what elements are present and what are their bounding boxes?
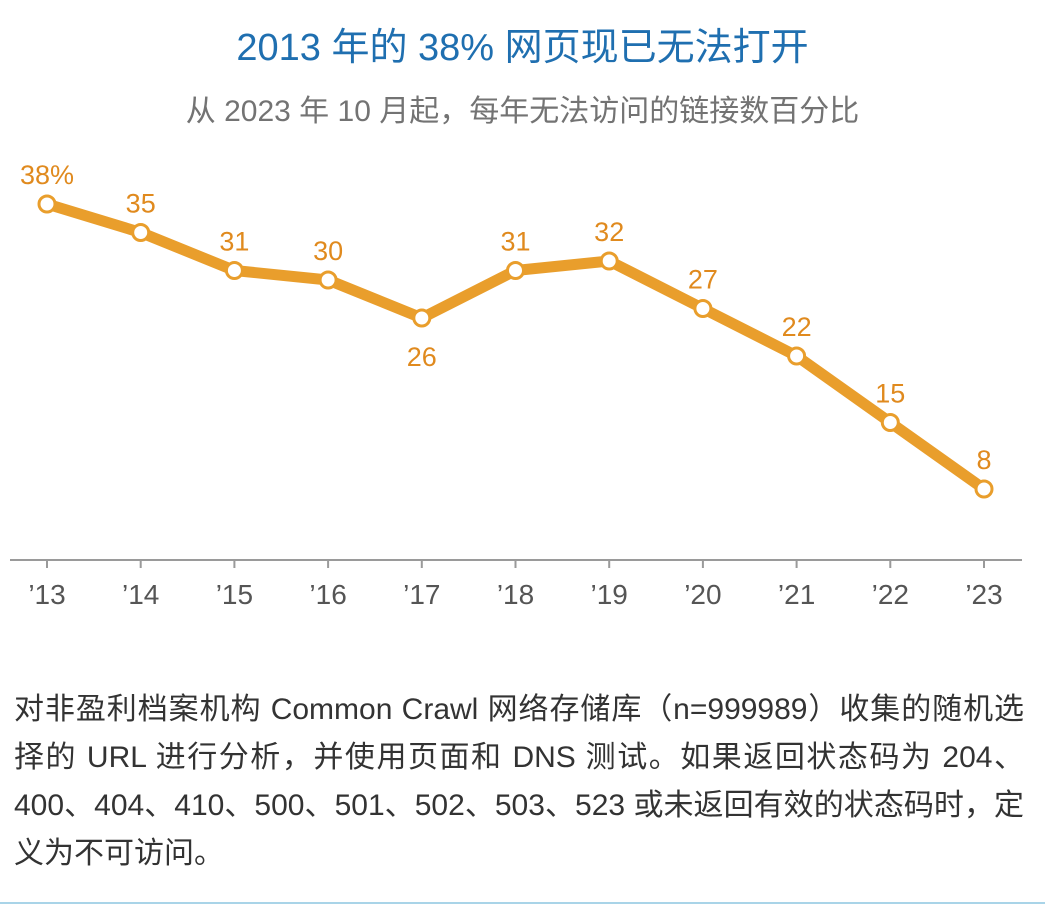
data-point	[693, 299, 713, 318]
x-tick-label: ’21	[778, 579, 815, 610]
data-labels-group: 38% 35 31 30 26 31 32 27 22 15 8	[20, 160, 992, 475]
x-tick-label: ’16	[309, 579, 346, 610]
data-point	[131, 223, 151, 242]
x-axis: ’13 ’14 ’15 ’16 ’17 ’18 ’19 ’20 ’21 ’22 ’23	[10, 559, 1022, 610]
chart-title: 2013 年的 38% 网页现已无法打开	[236, 27, 809, 69]
x-tick-label: ’20	[684, 579, 721, 610]
data-point	[787, 346, 807, 366]
data-label: 31	[500, 227, 530, 257]
data-label: 32	[594, 217, 624, 247]
data-label: 38%	[20, 160, 74, 190]
data-point	[37, 194, 57, 214]
data-point	[318, 270, 338, 290]
chart-subtitle: 从 2023 年 10 月起，每年无法访问的链接数百分比	[185, 95, 860, 128]
data-label: 22	[782, 312, 812, 342]
x-tick-label: ’22	[872, 579, 909, 610]
x-tick-label: ’14	[122, 579, 159, 610]
data-point	[224, 261, 244, 280]
data-points-group	[37, 194, 994, 499]
x-tick-label: ’23	[965, 579, 1002, 610]
data-label: 26	[407, 342, 437, 372]
x-tick-label: ’15	[216, 579, 253, 610]
footer-divider	[0, 902, 1045, 904]
data-label: 15	[875, 379, 905, 409]
x-tick-label: ’19	[591, 579, 628, 610]
data-point	[880, 413, 900, 432]
x-tick-label: ’18	[497, 579, 534, 610]
data-label: 27	[688, 265, 718, 295]
methodology-note: 对非盈利档案机构 Common Crawl 网络存储库（n=999989）收集的…	[14, 693, 1024, 870]
x-tick-label: ’17	[403, 579, 440, 610]
data-label: 30	[313, 236, 343, 266]
data-label: 8	[976, 445, 991, 475]
data-point	[506, 261, 525, 280]
data-point	[412, 308, 432, 328]
data-point	[974, 479, 994, 499]
data-label: 31	[219, 227, 249, 257]
data-label: 35	[126, 189, 156, 219]
x-tick-label: ’13	[28, 579, 65, 610]
data-point	[599, 251, 619, 271]
